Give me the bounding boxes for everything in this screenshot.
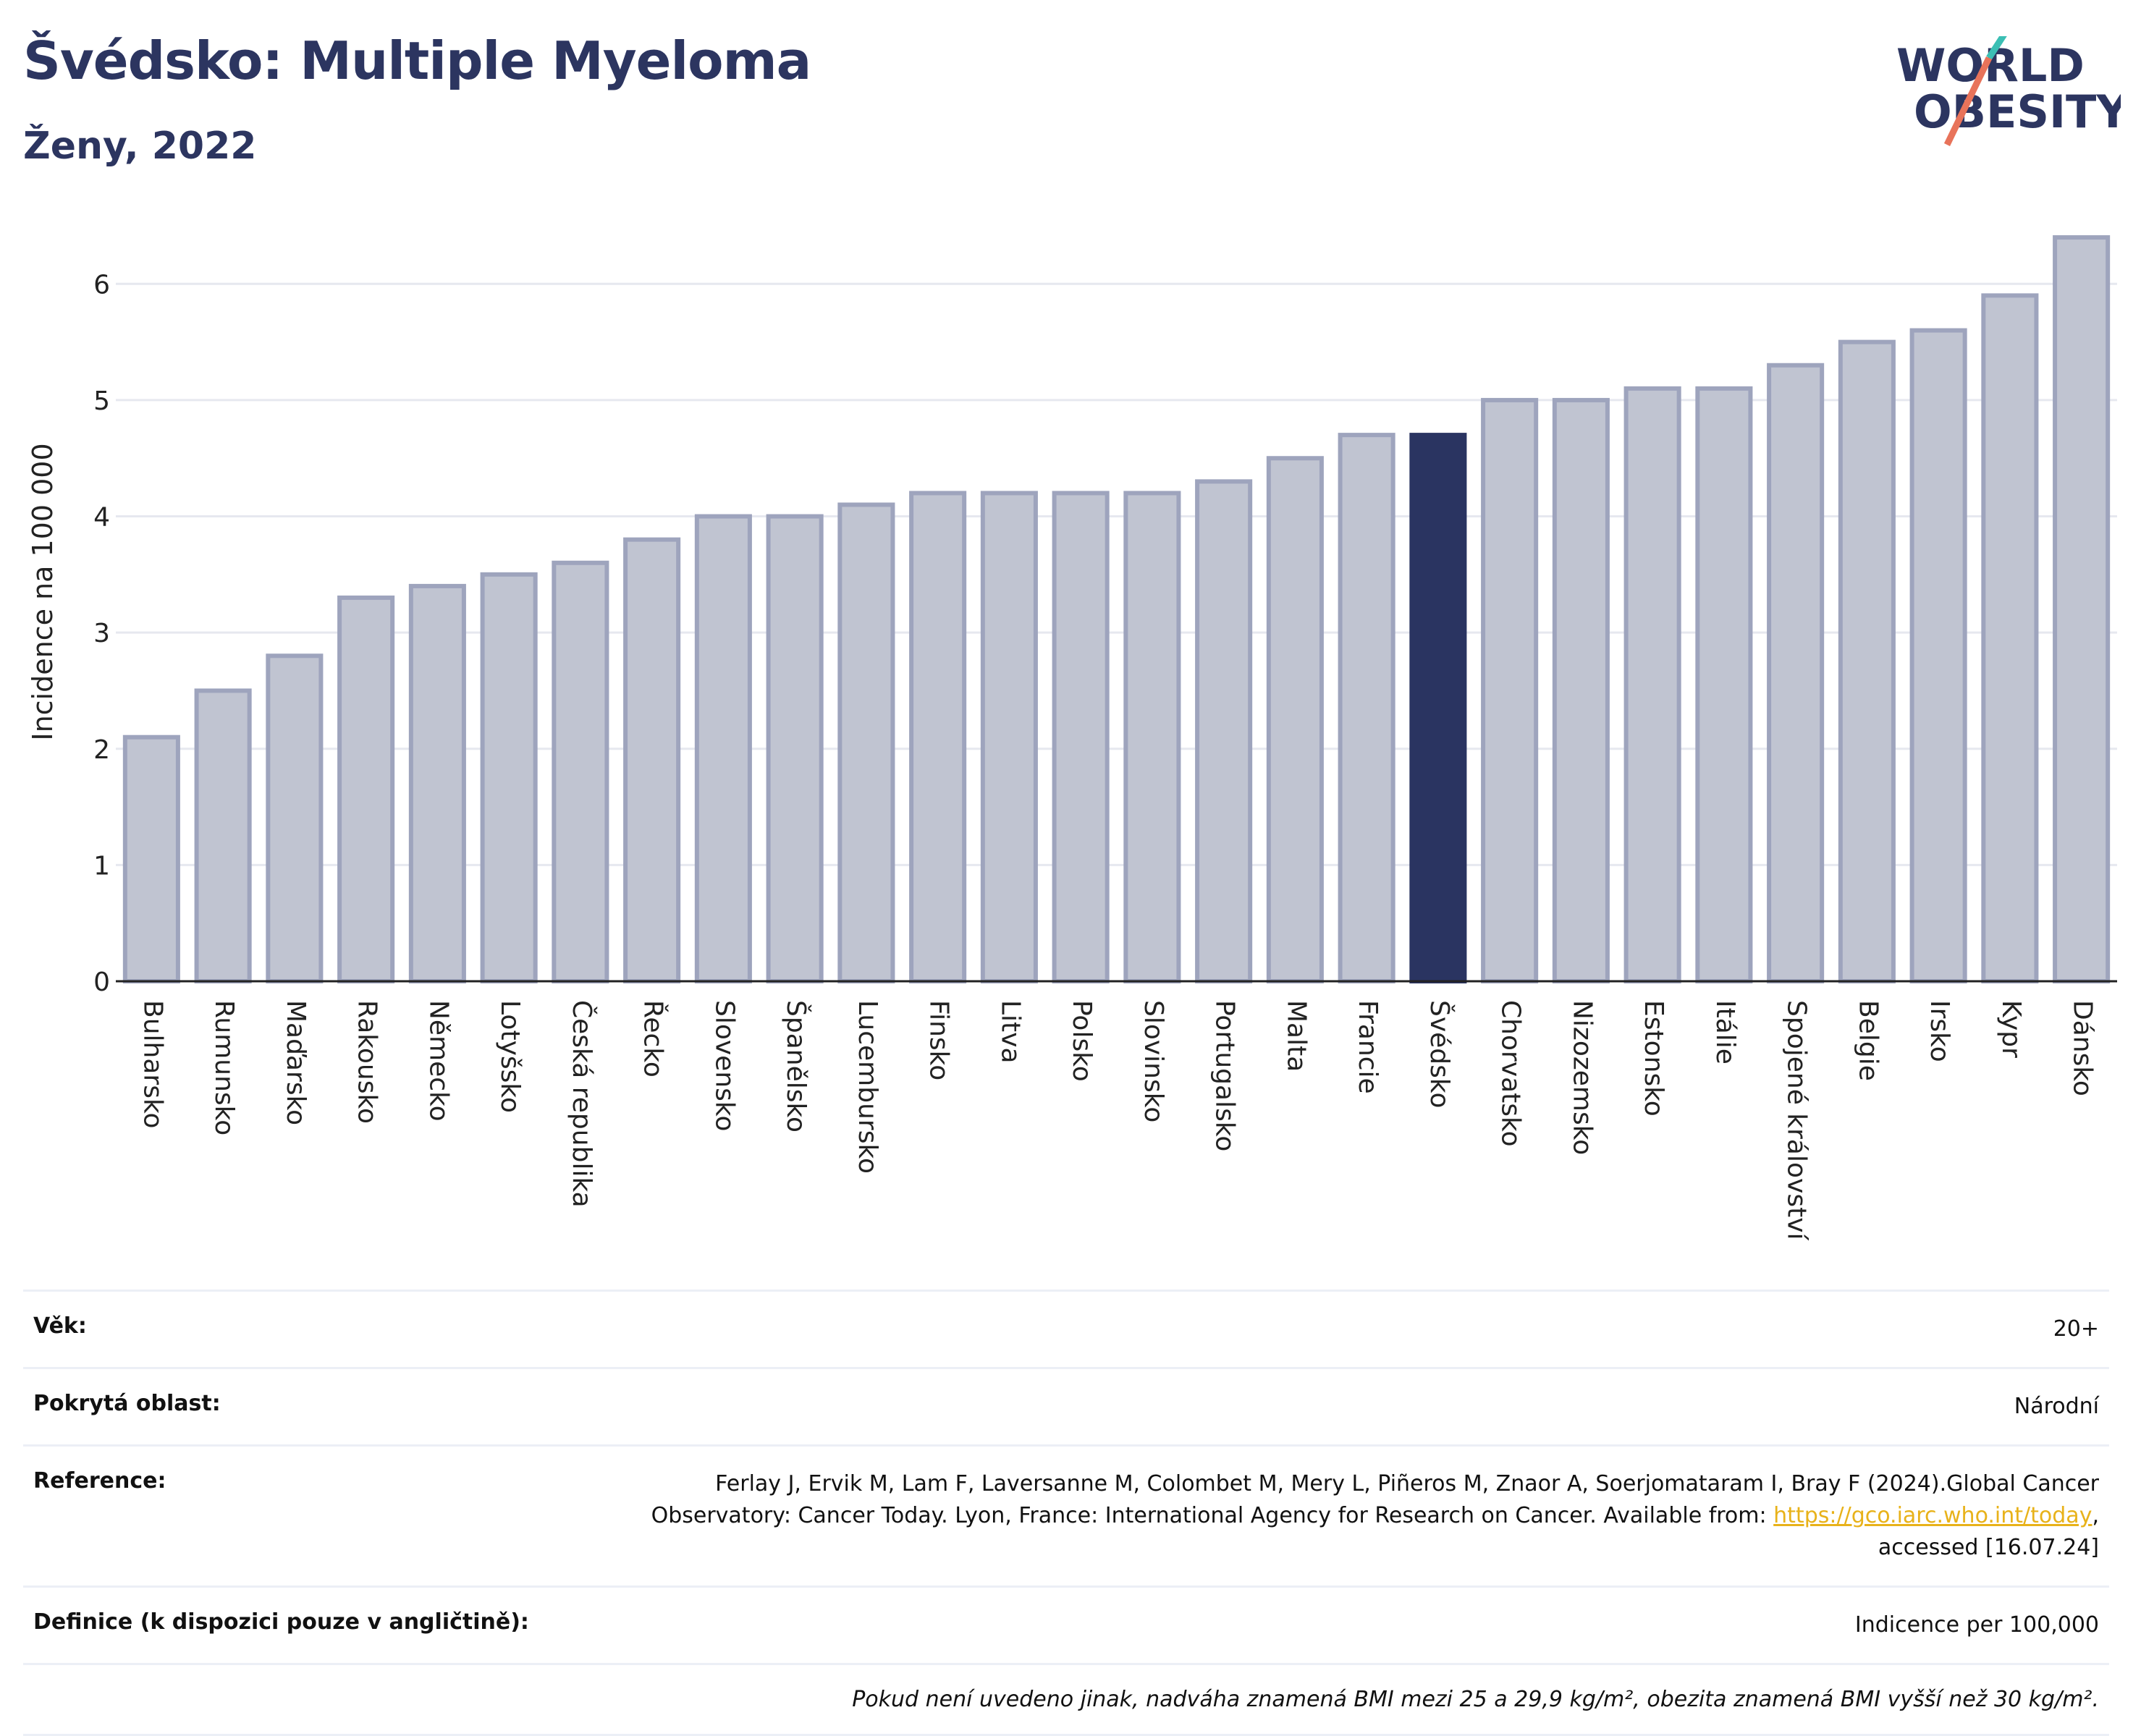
x-tick-label: Nizozemsko (1567, 1000, 1597, 1155)
x-tick-label: Itálie (1710, 1000, 1740, 1064)
bar-Řecko[interactable] (623, 537, 681, 983)
age-label: Věk: (33, 1313, 87, 1339)
x-tick-label: Lotyšsko (495, 1000, 525, 1113)
bar-Belgie[interactable] (1838, 339, 1896, 984)
y-tick-label: 0 (93, 967, 110, 997)
x-tick-label: Belgie (1853, 1000, 1883, 1081)
logo-slash-teal (1986, 36, 2007, 60)
x-tick-label: Švédsko (1424, 1000, 1455, 1109)
x-tick-label: Rumunsko (209, 1000, 239, 1135)
y-tick-label: 4 (93, 503, 110, 533)
bar-Bulharsko[interactable] (122, 734, 180, 983)
reference-value: Ferlay J, Ervik M, Lam F, Laversanne M, … (615, 1468, 2099, 1564)
bar-Česká republika[interactable] (552, 560, 609, 983)
age-value: 20+ (2053, 1316, 2099, 1342)
bar-Slovensko[interactable] (694, 514, 752, 983)
bmi-note: Pokud není uvedeno jinak, nadváha znamen… (852, 1687, 2099, 1712)
bar-Chorvatsko[interactable] (1481, 397, 1539, 983)
bar-Lucembursko[interactable] (837, 502, 895, 983)
x-tick-label: Portugalsko (1210, 1000, 1240, 1151)
x-tick-label: Estonsko (1639, 1000, 1668, 1117)
y-tick-label: 3 (93, 619, 110, 648)
bar-Nizozemsko[interactable] (1552, 397, 1610, 983)
bar-Maďarsko[interactable] (266, 653, 324, 983)
metadata-table: Věk: 20+ Pokrytá oblast: Národní Referen… (23, 1290, 2109, 1736)
x-tick-label: Lucembursko (853, 1000, 882, 1174)
bar-Spojené království[interactable] (1767, 363, 1825, 983)
bar-chart: 0 1 2 3 4 5 6 Bulharsko Rumunsko Maďarsko Rakousk… (27, 235, 2117, 1241)
bar-Dánsko[interactable] (2053, 235, 2111, 983)
meta-row-area: Pokrytá oblast: Národní (23, 1367, 2109, 1444)
world-obesity-logo: WORLD OBESITY (1896, 36, 2121, 146)
y-tick-labels: 0 1 2 3 4 5 6 (93, 270, 110, 997)
bar-Malta[interactable] (1266, 456, 1324, 983)
bar-Švédsko[interactable] (1409, 433, 1467, 983)
y-axis-title: Incidence na 100 000 (27, 443, 59, 740)
definition-value: Indicence per 100,000 (1854, 1612, 2099, 1638)
y-tick-label: 2 (93, 735, 110, 765)
bar-Francie[interactable] (1338, 433, 1395, 983)
bar-Portugalsko[interactable] (1195, 479, 1253, 983)
logo-slash-coral (1943, 56, 1993, 146)
x-tick-label: Německo (423, 1000, 453, 1122)
bar-Rumunsko[interactable] (194, 688, 252, 983)
x-tick-label: Spojené království (1782, 1000, 1812, 1241)
x-tick-label: Polsko (1067, 1000, 1097, 1082)
x-tick-label: Francie (1353, 1000, 1382, 1094)
reference-label: Reference: (33, 1468, 166, 1494)
x-tick-label: Slovinsko (1139, 1000, 1168, 1122)
x-tick-label: Španělsko (781, 1000, 811, 1132)
y-tick-label: 5 (93, 386, 110, 416)
x-tick-label: Finsko (924, 1000, 954, 1080)
x-tick-label: Řecko (638, 1000, 669, 1077)
x-tick-label: Slovensko (709, 1000, 739, 1132)
bar-Itálie[interactable] (1695, 386, 1753, 983)
reference-link[interactable]: https://gco.iarc.who.int/today (1773, 1503, 2093, 1528)
x-tick-label: Chorvatsko (1496, 1000, 1526, 1147)
bar-Španělsko[interactable] (766, 514, 824, 983)
meta-row-age: Věk: 20+ (23, 1290, 2109, 1367)
x-tick-label: Malta (1281, 1000, 1311, 1072)
x-tick-label: Česká republika (567, 1000, 597, 1208)
bar-Lotyšsko[interactable] (480, 572, 538, 983)
x-tick-label: Maďarsko (281, 1000, 311, 1125)
meta-row-definition: Definice (k dispozici pouze v angličtině… (23, 1585, 2109, 1663)
area-label: Pokrytá oblast: (33, 1391, 221, 1416)
bar-Finsko[interactable] (909, 491, 967, 983)
bar-Rakousko[interactable] (337, 595, 395, 983)
logo-line1: WORLD (1896, 39, 2085, 92)
reference-accessed: , accessed [16.07.24] (1878, 1503, 2099, 1560)
y-tick-label: 6 (93, 270, 110, 300)
x-tick-label: Kypr (1996, 1000, 2026, 1058)
definition-label: Definice (k dispozici pouze v angličtině… (33, 1609, 529, 1635)
x-tick-label: Rakousko (352, 1000, 382, 1124)
bar-Estonsko[interactable] (1623, 386, 1681, 983)
x-tick-label: Irsko (1925, 1000, 1954, 1062)
bar-Litva[interactable] (980, 491, 1038, 983)
meta-row-reference: Reference: Ferlay J, Ervik M, Lam F, Lav… (23, 1444, 2109, 1585)
x-tick-label: Bulharsko (138, 1000, 167, 1129)
bar-Slovinsko[interactable] (1123, 491, 1181, 983)
x-tick-label: Litva (995, 1000, 1025, 1064)
meta-row-note: Pokud není uvedeno jinak, nadváha znamen… (23, 1663, 2109, 1736)
bars-layer (122, 235, 2111, 984)
bar-Irsko[interactable] (1909, 328, 1967, 983)
bar-Německo[interactable] (408, 583, 466, 983)
x-tick-labels: Bulharsko Rumunsko Maďarsko Rakousko Německo… (138, 1000, 2097, 1241)
bar-Polsko[interactable] (1052, 491, 1110, 983)
area-value: Národní (2014, 1394, 2099, 1419)
page-title: Švédsko: Multiple Myeloma (23, 30, 811, 91)
logo-line2: OBESITY (1914, 85, 2121, 138)
page-subtitle: Ženy, 2022 (23, 124, 257, 168)
bar-Kypr[interactable] (1981, 293, 2039, 984)
x-tick-label: Dánsko (2068, 1000, 2098, 1096)
y-tick-label: 1 (93, 851, 110, 881)
reference-text: Ferlay J, Ervik M, Lam F, Laversanne M, … (651, 1471, 2099, 1528)
